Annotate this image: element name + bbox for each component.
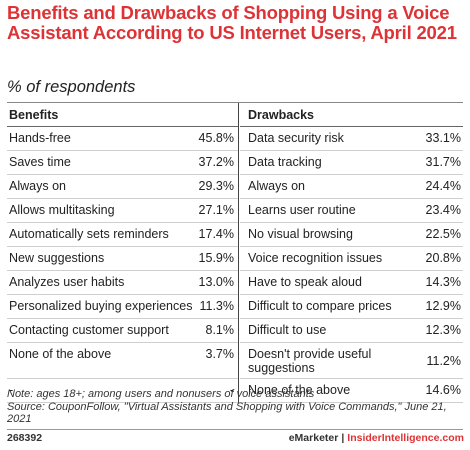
benefits-column: Benefits Hands-free 45.8% Saves time 37.2% A… — [7, 103, 239, 403]
source-text: Source: CouponFollow, "Virtual Assistant… — [7, 400, 447, 426]
benefits-value: 3.7% — [205, 347, 235, 361]
drawbacks-row: Difficult to use 12.3% — [240, 319, 463, 343]
benefits-value: 8.1% — [205, 323, 235, 337]
drawbacks-label: Data security risk — [248, 131, 344, 145]
drawbacks-value: 22.5% — [425, 227, 461, 241]
benefits-value: 27.1% — [198, 203, 234, 217]
drawbacks-value: 23.4% — [425, 203, 461, 217]
footnote: Note: ages 18+; among users and nonusers… — [7, 388, 467, 426]
chart-subtitle: % of respondents — [7, 78, 136, 96]
drawbacks-value: 14.6% — [425, 383, 461, 397]
benefits-value: 11.3% — [199, 299, 234, 313]
benefits-label: Allows multitasking — [9, 203, 115, 217]
benefits-row: Personalized buying experiences 11.3% — [7, 295, 238, 319]
drawbacks-label: No visual browsing — [248, 227, 353, 241]
benefits-value: 17.4% — [198, 227, 234, 241]
drawbacks-row: Learns user routine 23.4% — [240, 199, 463, 223]
benefits-value: 37.2% — [198, 155, 234, 169]
drawbacks-row: Difficult to compare prices 12.9% — [240, 295, 463, 319]
benefits-label: Contacting customer support — [9, 323, 169, 337]
drawbacks-value: 31.7% — [425, 155, 461, 169]
drawbacks-label: Data tracking — [248, 155, 322, 169]
drawbacks-value: 24.4% — [425, 179, 461, 193]
benefits-row: Automatically sets reminders 17.4% — [7, 223, 238, 247]
benefits-label: Always on — [9, 179, 66, 193]
benefits-label: Personalized buying experiences — [9, 299, 193, 313]
chart-title: Benefits and Drawbacks of Shopping Using… — [7, 2, 457, 43]
drawbacks-value: 20.8% — [425, 251, 461, 265]
drawbacks-header: Drawbacks — [240, 103, 463, 127]
brand-separator: | — [341, 432, 345, 444]
benefits-row: Hands-free 45.8% — [7, 127, 238, 151]
data-table: Benefits Hands-free 45.8% Saves time 37.2% A… — [7, 102, 463, 403]
benefits-value: - — [229, 383, 234, 397]
drawbacks-row: Data tracking 31.7% — [240, 151, 463, 175]
note-text: Note: ages 18+; among users and nonusers… — [7, 388, 315, 400]
drawbacks-label: Difficult to use — [248, 323, 327, 337]
drawbacks-value: 12.3% — [425, 323, 461, 337]
drawbacks-label: None of the above — [248, 383, 351, 397]
drawbacks-row: No visual browsing 22.5% — [240, 223, 463, 247]
benefits-row: Saves time 37.2% — [7, 151, 238, 175]
drawbacks-label: Doesn't provide useful suggestions — [248, 347, 372, 375]
benefits-row: Analyzes user habits 13.0% — [7, 271, 238, 295]
drawbacks-column: Drawbacks Data security risk 33.1% Data tr… — [240, 103, 463, 403]
benefits-label: New suggestions — [9, 251, 105, 265]
benefits-value: 45.8% — [198, 131, 234, 145]
drawbacks-value: 12.9% — [425, 299, 461, 313]
benefits-row: New suggestions 15.9% — [7, 247, 238, 271]
drawbacks-label: Always on — [248, 179, 305, 193]
drawbacks-value: 33.1% — [425, 131, 461, 145]
drawbacks-row: Data security risk 33.1% — [240, 127, 463, 151]
benefits-label: Analyzes user habits — [9, 275, 125, 289]
benefits-value: 15.9% — [198, 251, 234, 265]
drawbacks-row: Always on 24.4% — [240, 175, 463, 199]
drawbacks-value: 11.2% — [426, 354, 461, 368]
drawbacks-row: Voice recognition issues 20.8% — [240, 247, 463, 271]
chart-id: 268392 — [7, 432, 43, 444]
drawbacks-row: Doesn't provide useful suggestions 11.2% — [240, 343, 463, 379]
benefits-row: Contacting customer support 8.1% — [7, 319, 238, 343]
drawbacks-row: Have to speak aloud 14.3% — [240, 271, 463, 295]
benefits-row: Always on 29.3% — [7, 175, 238, 199]
benefits-label: - — [9, 383, 14, 397]
brand-footer: eMarketer | InsiderIntelligence.com — [289, 432, 464, 444]
benefits-label: Hands-free — [9, 131, 71, 145]
drawbacks-label: Difficult to compare prices — [248, 299, 392, 313]
drawbacks-row: None of the above 14.6% — [240, 379, 463, 403]
benefits-header: Benefits — [7, 103, 238, 127]
benefits-label: Automatically sets reminders — [9, 227, 169, 241]
benefits-row: None of the above 3.7% — [7, 343, 238, 379]
brand-emarketer: eMarketer — [288, 432, 339, 444]
drawbacks-label: Voice recognition issues — [248, 251, 383, 265]
drawbacks-label: Learns user routine — [248, 203, 356, 217]
drawbacks-value: 14.3% — [425, 275, 461, 289]
benefits-row: Allows multitasking 27.1% — [7, 199, 238, 223]
footer-divider — [7, 429, 463, 430]
benefits-row: -- — [7, 379, 238, 403]
benefits-value: 13.0% — [198, 275, 234, 289]
benefits-label: None of the above — [9, 347, 112, 361]
drawbacks-label: Have to speak aloud — [248, 275, 362, 289]
benefits-label: Saves time — [9, 155, 71, 169]
benefits-value: 29.3% — [198, 179, 234, 193]
brand-insider-intelligence: InsiderIntelligence.com — [347, 432, 464, 444]
